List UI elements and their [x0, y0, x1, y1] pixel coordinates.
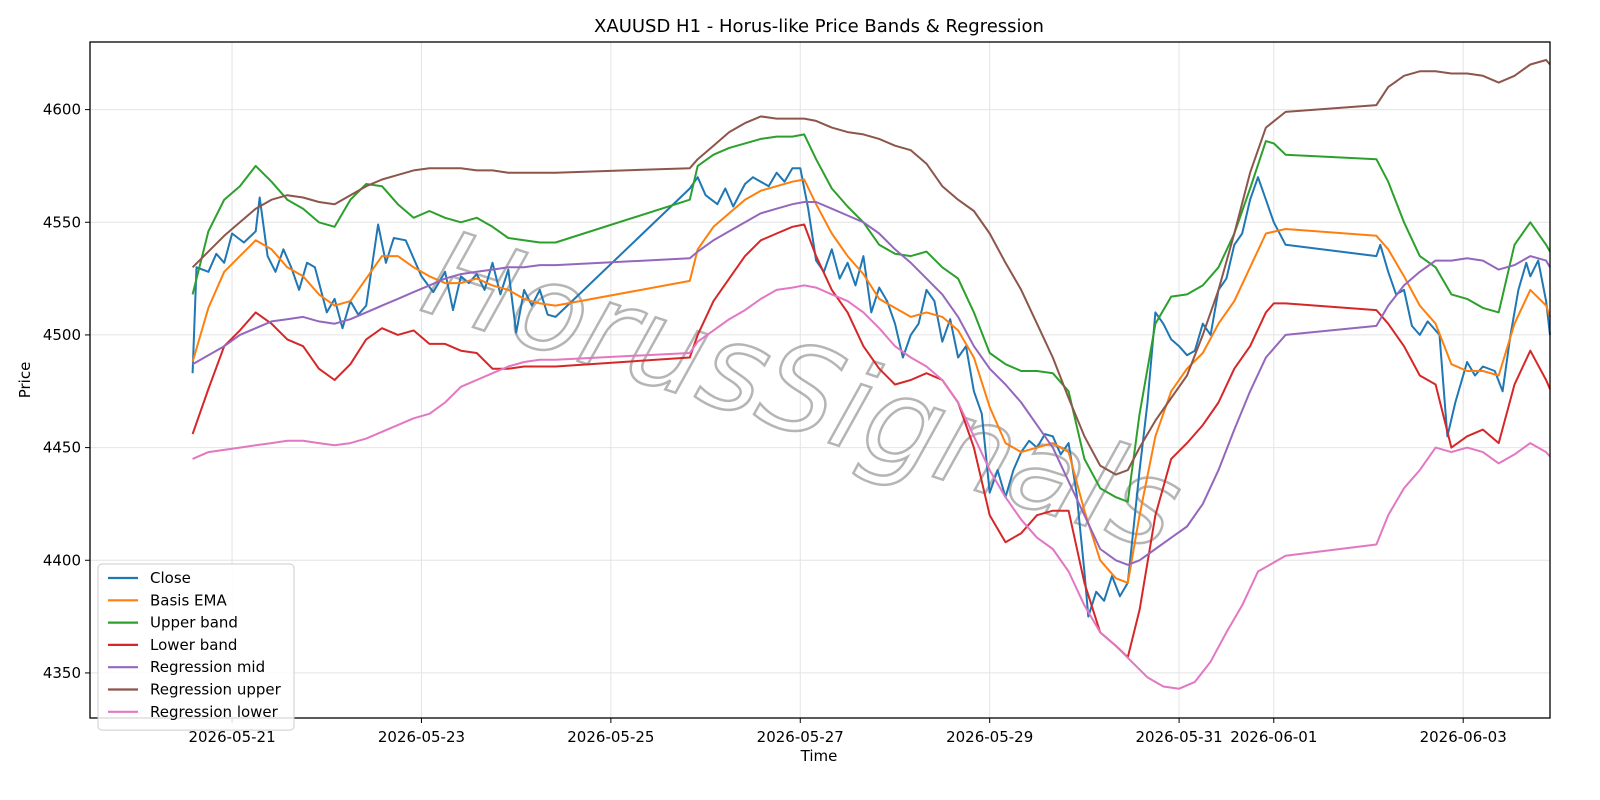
y-tick-label: 4600	[43, 101, 81, 119]
legend-box	[97, 563, 295, 731]
x-tick-label: 2026-05-29	[946, 728, 1033, 746]
plot-frame	[89, 41, 1551, 719]
y-axis-label: Price	[16, 362, 34, 399]
y-tick-label: 4500	[43, 326, 81, 344]
y-tick-label: 4400	[43, 551, 81, 569]
x-tick-label: 2026-05-25	[567, 728, 654, 746]
x-tick-label: 2026-05-27	[757, 728, 844, 746]
series-line-regression-upper	[191, 59, 1551, 476]
legend-label: Lower band	[150, 636, 237, 654]
y-tick-label: 4350	[43, 664, 81, 682]
x-tick-label: 2026-05-31	[1135, 728, 1222, 746]
chart-title: XAUUSD H1 - Horus-like Price Bands & Reg…	[594, 16, 1044, 37]
plot-area	[191, 59, 1551, 690]
x-tick-label: 2026-05-21	[188, 728, 275, 746]
legend-label: Upper band	[150, 614, 238, 632]
legend-label: Regression mid	[150, 658, 265, 676]
series-line-regression-mid	[192, 201, 1551, 566]
series-line-basis-ema	[191, 178, 1551, 584]
legend-label: Basis EMA	[150, 591, 227, 609]
y-tick-label: 4450	[43, 439, 81, 457]
legend-label: Close	[150, 569, 191, 587]
x-tick-label: 2026-06-01	[1230, 728, 1317, 746]
y-tick-label: 4550	[43, 213, 81, 231]
legend: Close Basis EMA Upper band Lower band Regres…	[97, 563, 295, 731]
grid-lines	[90, 42, 1550, 718]
legend-label: Regression lower	[150, 703, 279, 721]
x-axis: 2026-05-21 2026-05-23 2026-05-25 2026-05-27…	[188, 718, 1507, 746]
series-line-regression-lower	[192, 284, 1551, 690]
x-tick-label: 2026-05-23	[378, 728, 465, 746]
series-line-lower-band	[191, 223, 1551, 659]
x-tick-label: 2026-06-03	[1420, 728, 1507, 746]
series-line-close	[191, 167, 1551, 618]
y-axis: 4350 4400 4450 4500 4550 4600	[43, 101, 90, 682]
x-axis-label: Time	[800, 747, 838, 765]
legend-label: Regression upper	[150, 681, 282, 699]
